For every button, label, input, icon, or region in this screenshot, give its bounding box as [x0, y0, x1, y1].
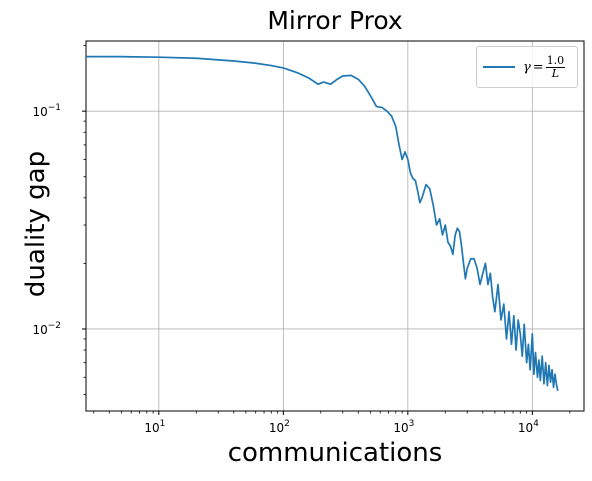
legend-fraction: 1.0 L — [545, 54, 566, 80]
x-tick-label: 102 — [269, 419, 290, 435]
series-lines — [86, 55, 559, 391]
x-tick-label: 101 — [144, 419, 165, 435]
legend-line-swatch — [483, 66, 515, 68]
series-line — [86, 55, 559, 391]
legend-eq: = — [532, 60, 544, 75]
legend: γ = 1.0 L — [476, 46, 578, 88]
x-axis-label: communications — [227, 438, 443, 468]
legend-entry-label: γ = 1.0 L — [523, 54, 566, 80]
y-axis-ticks: 10−2 10−1 — [32, 45, 86, 395]
y-axis-label: duality gap — [21, 150, 51, 298]
grid — [86, 41, 584, 411]
legend-gamma: γ — [523, 60, 531, 75]
y-tick-label: 10−1 — [32, 103, 61, 119]
x-tick-label: 103 — [393, 419, 414, 435]
x-tick-label: 104 — [518, 419, 539, 435]
legend-denominator: L — [551, 67, 560, 80]
x-axis-ticks: 101 102 103 104 — [93, 411, 571, 435]
chart-title: Mirror Prox — [267, 6, 403, 35]
legend-numerator: 1.0 — [545, 54, 566, 68]
y-tick-label: 10−2 — [32, 321, 61, 337]
plot-area-frame — [85, 40, 585, 412]
